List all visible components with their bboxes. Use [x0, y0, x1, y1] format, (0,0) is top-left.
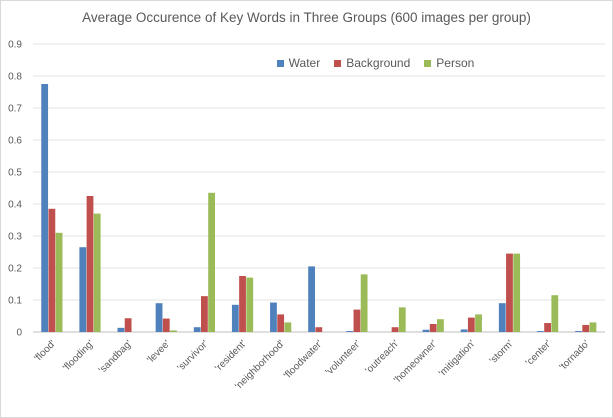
bar-background-7 [315, 327, 323, 332]
y-tick-label: 0.5 [8, 168, 22, 179]
x-tick-label: 'resident' [213, 338, 249, 374]
x-tick-label: 'outreach' [363, 338, 401, 376]
bar-background-10 [429, 324, 437, 332]
bar-water-14 [575, 331, 582, 332]
bar-background-3 [162, 318, 170, 332]
y-tick-label: 0.3 [8, 232, 22, 243]
bar-background-1 [86, 196, 94, 332]
bar-background-2 [124, 318, 132, 332]
x-tick-label: 'tornado' [558, 338, 593, 373]
y-tick-label: 0.4 [8, 200, 22, 211]
bar-person-3 [170, 330, 177, 332]
bar-person-11 [475, 314, 482, 332]
bar-person-1 [93, 213, 101, 332]
bar-background-5 [239, 276, 246, 332]
bar-background-8 [353, 309, 361, 332]
y-tick-label: 0.9 [8, 40, 22, 51]
y-tick-label: 0.2 [8, 264, 22, 275]
bar-person-0 [55, 232, 63, 332]
bar-water-5 [231, 304, 239, 332]
legend-swatch-water [276, 59, 284, 67]
legend-label-person: Person [436, 56, 475, 70]
x-tick-label: 'mitigation' [437, 338, 478, 379]
bar-person-12 [513, 253, 521, 332]
x-tick-label: 'floodwater' [282, 338, 325, 381]
x-tick-label: 'flooding' [61, 338, 96, 373]
y-tick-label: 0.7 [8, 104, 22, 115]
bar-background-14 [582, 324, 590, 332]
bar-water-0 [41, 84, 49, 332]
x-tick-label: 'volunteer' [324, 338, 364, 378]
chart-title: Average Occurence of Key Words in Three … [82, 10, 531, 25]
bar-water-7 [308, 266, 315, 332]
bar-water-8 [346, 331, 354, 332]
y-tick-label: 0.6 [8, 136, 22, 147]
bar-water-1 [79, 247, 87, 332]
bar-background-9 [391, 327, 399, 332]
bar-person-14 [589, 322, 597, 332]
bar-water-12 [498, 303, 506, 332]
bar-person-6 [284, 322, 292, 332]
x-tick-label: 'levee' [145, 338, 172, 365]
bar-water-6 [270, 302, 277, 332]
bar-person-5 [246, 277, 254, 332]
legend-item-person: Person [424, 56, 474, 70]
bar-water-3 [155, 303, 163, 332]
legend-swatch-person [424, 59, 432, 67]
legend-label-background: Background [346, 56, 411, 70]
bar-background-0 [48, 208, 56, 332]
x-tick-label: 'center' [524, 338, 554, 368]
bar-person-9 [398, 307, 406, 332]
bar-person-8 [360, 274, 368, 332]
legend-item-background: Background [334, 56, 410, 70]
bar-water-4 [193, 327, 201, 332]
legend-swatch-background [334, 59, 342, 67]
y-tick-label: 0.8 [8, 72, 22, 83]
bar-person-13 [551, 295, 559, 332]
bar-water-10 [422, 329, 430, 332]
bar-background-11 [467, 317, 475, 332]
bar-background-13 [544, 323, 551, 332]
bar-person-4 [208, 192, 215, 332]
bar-water-2 [117, 327, 125, 332]
x-tick-label: 'flood' [32, 338, 58, 364]
x-tick-label: 'sandbag' [97, 338, 135, 376]
y-tick-label: 0.1 [8, 296, 22, 307]
bar-person-10 [437, 319, 444, 332]
bar-water-11 [460, 329, 468, 332]
bar-water-13 [537, 331, 544, 332]
chart-legend: Water Background Person [0, 56, 613, 70]
x-tick-label: 'storm' [488, 338, 516, 366]
x-tick-label: 'survivor' [175, 338, 210, 373]
legend-label-water: Water [288, 56, 321, 70]
bar-background-4 [201, 296, 208, 332]
legend-item-water: Water [276, 56, 321, 70]
y-tick-label: 0 [16, 328, 22, 339]
bar-background-12 [506, 253, 513, 332]
bar-background-6 [277, 314, 285, 332]
